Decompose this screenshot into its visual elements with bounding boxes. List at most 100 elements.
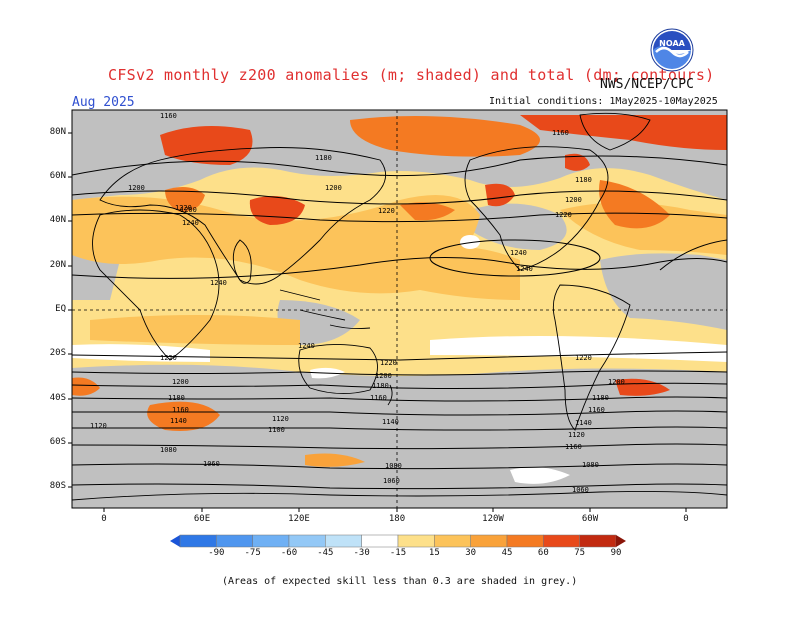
grey-southern <box>72 364 727 508</box>
svg-text:1180: 1180 <box>168 394 185 402</box>
svg-text:1160: 1160 <box>565 443 582 451</box>
svg-text:1200: 1200 <box>180 206 197 214</box>
svg-text:1200: 1200 <box>565 196 582 204</box>
colorbar-label: -75 <box>244 548 261 558</box>
svg-text:1200: 1200 <box>325 184 342 192</box>
anomaly-core-arctic <box>350 116 540 157</box>
contour-lines <box>72 155 727 490</box>
svg-text:1060: 1060 <box>203 460 220 468</box>
colorbar-box <box>579 534 617 548</box>
antarctica-outline <box>72 490 727 501</box>
noaa-logo: NOAA <box>650 28 694 72</box>
svg-text:1160: 1160 <box>588 406 605 414</box>
white-patch-pacific <box>460 235 480 249</box>
lon-label-180: 180 <box>388 514 406 524</box>
lat-label-40n: 40N <box>49 215 66 225</box>
anomaly-core-alaska <box>485 183 515 207</box>
colorbar-label: 30 <box>465 548 477 558</box>
lat-label-80s: 80S <box>49 481 66 491</box>
svg-text:1200: 1200 <box>128 184 145 192</box>
colorbar-box <box>252 534 290 548</box>
lon-label-0: 0 <box>101 514 107 524</box>
svg-text:1180: 1180 <box>575 176 592 184</box>
svg-text:1240: 1240 <box>298 342 315 350</box>
chart-title: CFSv2 monthly z200 anomalies (m; shaded)… <box>108 66 715 84</box>
colorbar-box <box>325 534 362 548</box>
anomaly-30-45-atlantic <box>560 202 727 255</box>
lat-label-20n: 20N <box>49 260 66 270</box>
lon-label-120e: 120E <box>288 514 310 524</box>
white-band-south-indian <box>72 344 210 362</box>
colorbar-left-arrow <box>170 535 180 547</box>
svg-text:1140: 1140 <box>575 419 592 427</box>
svg-text:1200: 1200 <box>608 378 625 386</box>
anomaly-core-europe <box>165 186 205 212</box>
colorbar-label: 75 <box>574 548 586 558</box>
lat-label-eq: EQ <box>55 304 66 314</box>
colorbar-box <box>543 534 580 548</box>
svg-text:1140: 1140 <box>382 418 399 426</box>
colorbar-label: 45 <box>501 548 513 558</box>
new-zealand-outline <box>387 384 393 406</box>
svg-text:1220: 1220 <box>160 354 177 362</box>
forecast-month: Aug 2025 <box>72 95 135 110</box>
colorbar-label: -45 <box>317 548 334 558</box>
colorbar-right-arrow <box>616 535 626 547</box>
svg-text:1220: 1220 <box>555 211 572 219</box>
axis-ticks <box>68 132 687 512</box>
svg-text:1240: 1240 <box>510 249 527 257</box>
svg-text:1160: 1160 <box>160 112 177 120</box>
lon-label-0-east: 0 <box>683 514 689 524</box>
colorbar-box <box>506 534 544 548</box>
anomaly-30-45-south <box>90 315 300 345</box>
anomaly-core-antarctic <box>305 453 365 467</box>
svg-text:1180: 1180 <box>592 394 609 402</box>
white-patch-antarctic <box>510 466 570 484</box>
svg-text:1200: 1200 <box>375 372 392 380</box>
svg-text:1160: 1160 <box>172 406 189 414</box>
colorbar-box <box>470 534 508 548</box>
coastlines <box>72 112 727 501</box>
colorbar-label: -30 <box>353 548 370 558</box>
map-frame <box>71 109 728 509</box>
south-america-outline <box>552 284 631 431</box>
svg-text:1160: 1160 <box>552 129 569 137</box>
colorbar-label: -60 <box>280 548 298 558</box>
australia-outline <box>298 343 378 394</box>
svg-text:1180: 1180 <box>372 382 389 390</box>
lat-label-20s: 20S <box>49 348 66 358</box>
anomaly-core-swedge <box>72 377 100 396</box>
grey-atlantic-e <box>600 253 727 330</box>
north-america-outline <box>464 146 609 271</box>
svg-text:1080: 1080 <box>582 461 599 469</box>
svg-text:1220: 1220 <box>380 359 397 367</box>
colorbar-box <box>216 534 253 548</box>
lat-label-40s: 40S <box>49 393 66 403</box>
colorbar-label: -15 <box>389 548 407 558</box>
lon-label-60w: 60W <box>581 514 599 524</box>
noaa-logo-text: NOAA <box>659 39 685 48</box>
lat-label-60s: 60S <box>49 437 66 447</box>
greenland-outline <box>579 112 651 151</box>
svg-text:1120: 1120 <box>568 431 585 439</box>
svg-text:1100: 1100 <box>268 426 285 434</box>
colorbar-boxes <box>179 534 617 548</box>
skill-footnote: (Areas of expected skill less than 0.3 a… <box>222 576 578 587</box>
colorbar-label: 15 <box>428 548 440 558</box>
lat-label-60n: 60N <box>49 171 66 181</box>
anomaly-core-natlantic <box>599 180 670 229</box>
colorbar-box <box>434 534 471 548</box>
svg-text:1180: 1180 <box>315 154 332 162</box>
svg-text:1240: 1240 <box>182 219 199 227</box>
svg-text:1240: 1240 <box>516 265 533 273</box>
africa-outline <box>92 209 220 361</box>
svg-text:1220: 1220 <box>175 204 192 212</box>
svg-text:1080: 1080 <box>385 462 402 470</box>
svg-text:1140: 1140 <box>170 417 187 425</box>
lon-label-120w: 120W <box>482 514 504 524</box>
svg-text:1220: 1220 <box>378 207 395 215</box>
svg-text:1080: 1080 <box>160 446 177 454</box>
svg-text:1220: 1220 <box>575 354 592 362</box>
svg-text:1240: 1240 <box>210 279 227 287</box>
